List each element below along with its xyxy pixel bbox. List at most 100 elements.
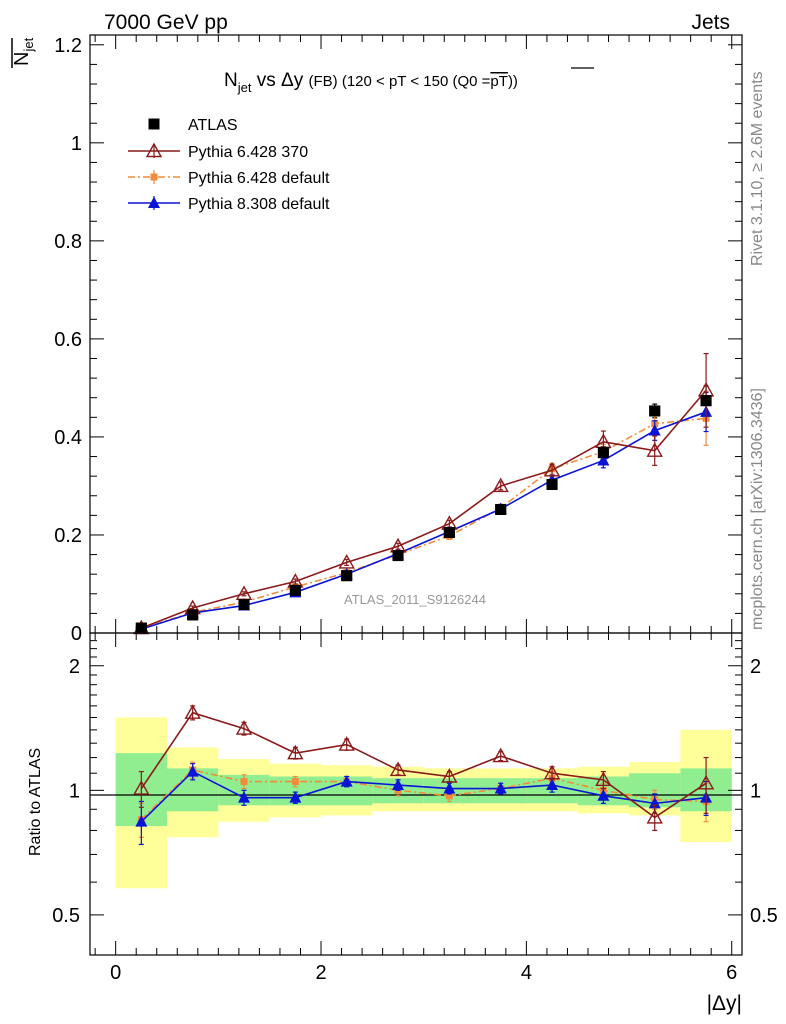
- main-watermark: ATLAS_2011_S9126244: [344, 592, 486, 607]
- legend-label: Pythia 8.308 default: [188, 196, 330, 213]
- ratio-pythia-6-428-370-point: [646, 809, 663, 824]
- main-title-cond: (120 < pT < 150 (Q0 =: [338, 73, 491, 90]
- ratio-ytick-label: 0.5: [52, 905, 80, 927]
- main-pythia-6-428-370-point: [492, 477, 509, 493]
- ratio-pythia-8-308-default-point: [597, 789, 610, 801]
- legend-label: Pythia 6.428 default: [188, 170, 330, 187]
- legend-entry-pythia-6-428-370: Pythia 6.428 370: [128, 142, 308, 161]
- main-ytick-label: 1: [71, 133, 82, 155]
- main-ytick-label: 0: [71, 623, 82, 645]
- main-axes: 0 0.2 0.4 0.6 0.8 1 1.2: [54, 35, 742, 645]
- ratio-pythia-6-428-default-point: [240, 778, 248, 786]
- main-atlas-point: [443, 527, 455, 539]
- svg-text:Njet: Njet: [11, 37, 36, 66]
- main-pythia-6-428-370-point: [338, 553, 355, 569]
- ratio-pythia-8-308-default-point: [135, 815, 148, 827]
- ratio-xtick-label: 0: [110, 962, 121, 984]
- main-ylabel: Njet: [11, 37, 36, 68]
- main-atlas-point: [546, 478, 558, 490]
- ratio-pythia-6-428-370-point: [235, 720, 253, 735]
- legend-label: ATLAS: [188, 117, 238, 134]
- header-left: 7000 GeV pp: [104, 11, 228, 34]
- ratio-series-pythia-8-308-default: [135, 763, 713, 846]
- main-pythia-6-428-370-line: [141, 389, 707, 629]
- ratio-xtick-label: 2: [315, 962, 326, 984]
- main-ytick-label: 0.2: [54, 525, 82, 547]
- main-pythia-8-308-default-line: [141, 411, 707, 630]
- main-ytick-label: 0.8: [54, 231, 82, 253]
- ratio-ytick-label: 2: [69, 656, 80, 678]
- legend-label: Pythia 6.428 370: [188, 144, 308, 161]
- main-title: Njet vs Δy (FB) (120 < pT < 150 (Q0 =pT)…: [224, 70, 518, 95]
- main-atlas-point: [187, 609, 199, 621]
- ratio-pythia-8-308-default-point: [494, 782, 507, 794]
- ratio-pythia-8-308-default-point: [546, 778, 559, 791]
- main-pythia-8-308-default-point: [597, 453, 610, 466]
- legend-marker: [148, 118, 160, 130]
- legend-marker: [150, 173, 158, 181]
- main-title-sub: jet: [237, 80, 252, 95]
- series-atlas-top: [135, 395, 712, 634]
- ratio-pythia-6-428-370-line: [140, 711, 707, 819]
- ratio-ytick-label-right: 1: [750, 780, 761, 802]
- ratio-ylabel: Ratio to ATLAS: [27, 748, 44, 856]
- ratio-ytick-label-right: 0.5: [750, 905, 778, 927]
- legend-entry-pythia-6-428-default: Pythia 6.428 default: [128, 170, 330, 187]
- legend-marker: [145, 142, 163, 158]
- ratio-marks: [133, 704, 715, 846]
- ratio-bands: [115, 717, 732, 889]
- main-marks: [133, 353, 715, 635]
- main-atlas-point: [135, 622, 147, 634]
- ratio-pythia-6-428-370-point: [492, 747, 509, 763]
- main-pythia-6-428-370-point: [646, 442, 663, 457]
- ratio-pythia-8-308-default-point: [340, 775, 353, 787]
- ratio-pythia-8-308-default-point: [648, 796, 661, 809]
- main-title-close: )): [508, 73, 518, 90]
- ratio-pythia-6-428-default-line: [140, 769, 707, 821]
- header-right: Jets: [691, 11, 730, 34]
- main-atlas-point: [700, 395, 712, 407]
- ratio-series-pythia-6-428-370: [133, 704, 715, 832]
- ratio-pythia-8-308-default-point: [238, 791, 251, 803]
- ratio-xtick-label: 6: [726, 962, 737, 984]
- ratio-pythia-6-428-370-point: [184, 704, 201, 719]
- ratio-pythia-6-428-370-point: [543, 764, 561, 780]
- ratio-frame: [89, 632, 743, 956]
- main-atlas-point: [495, 503, 507, 515]
- ratio-pythia-6-428-370-point: [697, 774, 715, 790]
- main-atlas-point: [341, 570, 353, 582]
- legend-entry-pythia-8-308-default: Pythia 8.308 default: [128, 196, 330, 213]
- main-atlas-point: [238, 599, 250, 611]
- ratio-pythia-6-428-370-point: [595, 771, 612, 787]
- ratio-pythia-6-428-370-point: [441, 768, 458, 783]
- ratio-pythia-6-428-370-point: [133, 780, 150, 795]
- ratio-pythia-6-428-370-point: [287, 744, 304, 760]
- main-atlas-point: [597, 447, 609, 459]
- main-pythia-6-428-370-point: [543, 461, 561, 477]
- side-rivet-label: Rivet 3.1.10, ≥ 2.6M events: [749, 71, 766, 266]
- ratio-axes: 0.5 0.5 1 1 2 2 0 2 4 6: [52, 633, 778, 984]
- main-title-fb: (FB): [309, 73, 338, 90]
- main-ytick-label: 0.6: [54, 329, 82, 351]
- main-title-bar: pT: [490, 73, 508, 90]
- main-atlas-point: [649, 405, 661, 417]
- ratio-pythia-8-308-default-point: [186, 765, 199, 777]
- ratio-panel: 0.5 0.5 1 1 2 2 0 2 4 6 Ratio to ATLAS |Δy|: [27, 632, 778, 1015]
- ratio-pythia-8-308-default-line: [140, 770, 707, 823]
- ratio-ytick-label-right: 2: [750, 656, 761, 678]
- side-mcplots-label: mcplots.cern.ch [arXiv:1306.3436]: [749, 388, 766, 630]
- ratio-pythia-8-308-default-point: [289, 791, 302, 803]
- main-ylabel-n: N: [11, 52, 33, 66]
- ratio-pythia-6-428-default-point: [291, 778, 299, 786]
- legend: ATLAS Pythia 6.428 370 Pythia 6.428 defaul…: [128, 117, 330, 213]
- main-title-rest: vs Δy: [251, 70, 308, 91]
- ratio-xtick-label: 4: [521, 962, 532, 984]
- main-panel: 0 0.2 0.4 0.6 0.8 1 1.2 Njet Njet vs Δy (FB) (…: [11, 34, 743, 645]
- legend-entry-atlas: ATLAS: [148, 117, 238, 134]
- main-ytick-label: 1.2: [54, 35, 82, 57]
- main-ylabel-sub: jet: [21, 37, 36, 52]
- main-ytick-label: 0.4: [54, 427, 82, 449]
- main-title-n: N: [224, 70, 238, 91]
- main-atlas-point: [289, 584, 301, 596]
